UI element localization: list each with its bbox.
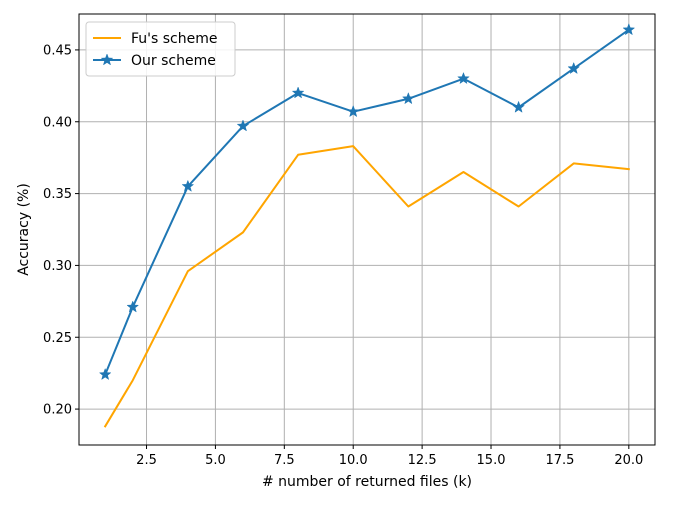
y-tick-label: 0.25 — [43, 331, 72, 346]
legend-label: Our scheme — [131, 53, 216, 69]
data-point — [291, 86, 305, 99]
data-point — [236, 119, 250, 132]
data-point — [512, 100, 525, 113]
data-point — [346, 104, 360, 118]
y-tick-label: 0.45 — [43, 43, 72, 58]
data-point — [98, 367, 112, 381]
x-axis-title: # number of returned files (k) — [262, 474, 472, 490]
legend-box — [85, 21, 236, 77]
x-tick-label: 2.5 — [136, 453, 157, 468]
y-tick-label: 0.40 — [43, 115, 72, 130]
series-layer — [98, 23, 636, 428]
legend-label: Fu's scheme — [131, 31, 217, 47]
x-tick-label: 17.5 — [545, 453, 574, 468]
plot-frame — [78, 13, 656, 446]
y-tick-label: 0.35 — [43, 187, 72, 202]
x-tick-label: 12.5 — [408, 453, 437, 468]
legend-marker — [100, 53, 114, 66]
grid — [79, 14, 655, 445]
data-point — [622, 23, 636, 36]
data-point — [401, 92, 415, 105]
x-tick-label: 20.0 — [614, 453, 643, 468]
y-axis-title: Accuracy (%) — [16, 183, 32, 276]
y-tick-label: 0.20 — [43, 403, 72, 418]
data-point — [126, 300, 140, 313]
ticks: 2.5 5.0 7.5 10.0 12.5 15.0 17.5 20.0 0.20 0.25 0.3… — [43, 43, 643, 468]
legend: Fu's scheme Our scheme — [85, 21, 236, 77]
y-tick-label: 0.30 — [43, 259, 72, 274]
series-line — [103, 28, 631, 376]
data-point — [567, 61, 581, 75]
x-tick-label: 7.5 — [274, 453, 295, 468]
data-point — [181, 179, 195, 192]
series-line — [103, 145, 630, 428]
x-tick-label: 10.0 — [339, 453, 368, 468]
x-tick-label: 15.0 — [477, 453, 506, 468]
x-tick-label: 5.0 — [205, 453, 226, 468]
data-point — [457, 71, 470, 85]
